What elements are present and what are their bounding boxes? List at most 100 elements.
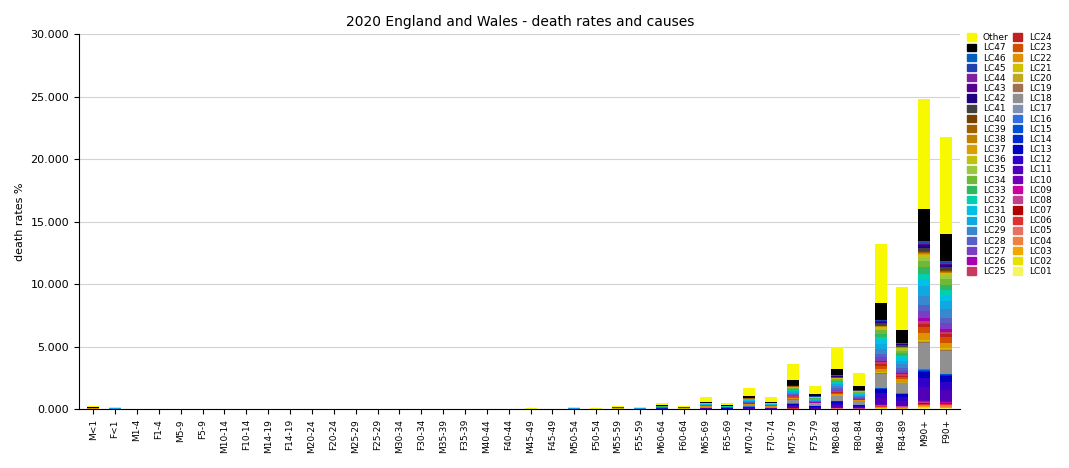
Bar [874,409,886,410]
Bar [918,403,930,404]
Bar [918,318,930,321]
Bar [897,373,909,374]
Bar [874,369,886,372]
Bar [897,330,909,343]
Bar [918,405,930,406]
Bar [874,364,886,366]
Bar [787,405,799,406]
Bar [874,329,886,330]
Bar [918,241,930,242]
Bar [918,327,930,333]
Bar [787,406,799,408]
Bar [940,329,952,331]
Bar [918,387,930,400]
Bar [787,394,799,395]
Bar [831,389,842,391]
Bar [940,262,952,263]
Bar [874,303,886,320]
Title: 2020 England and Wales - death rates and causes: 2020 England and Wales - death rates and… [345,15,694,29]
Bar [874,366,886,369]
Bar [722,408,733,409]
Bar [897,358,909,361]
Bar [918,311,930,318]
Bar [722,403,733,405]
Bar [897,356,909,358]
Bar [853,395,865,396]
Bar [699,397,712,402]
Bar [918,401,930,402]
Bar [940,234,952,261]
Bar [853,394,865,395]
Bar [897,397,909,401]
Y-axis label: death rates %: death rates % [15,183,25,261]
Bar [874,407,886,408]
Bar [874,393,886,397]
Bar [831,396,842,401]
Bar [765,407,777,408]
Bar [918,343,930,368]
Bar [918,99,930,210]
Legend: Other, LC47, LC46, LC45, LC44, LC43, LC42, LC41, LC40, LC39, LC38, LC37, LC36, L: Other, LC47, LC46, LC45, LC44, LC43, LC4… [965,31,1054,278]
Bar [918,242,930,243]
Bar [569,407,580,408]
Bar [787,397,799,398]
Bar [940,350,952,351]
Bar [809,398,821,399]
Bar [918,244,930,245]
Bar [787,390,799,391]
Bar [874,397,886,404]
Bar [853,386,865,389]
Bar [918,400,930,401]
Bar [897,368,909,371]
Bar [940,263,952,264]
Bar [831,378,842,379]
Bar [874,405,886,406]
Bar [831,393,842,394]
Bar [940,318,952,323]
Bar [918,324,930,327]
Bar [874,326,886,327]
Bar [897,383,909,393]
Bar [940,296,952,301]
Bar [699,407,712,408]
Bar [918,258,930,261]
Bar [787,398,799,399]
Bar [918,378,930,387]
Bar [831,383,842,385]
Bar [809,408,821,409]
Bar [699,402,712,403]
Bar [940,272,952,273]
Bar [809,406,821,407]
Bar [874,360,886,362]
Bar [874,322,886,323]
Bar [918,267,930,274]
Bar [831,380,842,382]
Bar [831,405,842,407]
Bar [655,405,668,406]
Bar [940,337,952,343]
Bar [897,351,909,353]
Bar [940,348,952,349]
Bar [918,286,930,296]
Bar [918,342,930,343]
Bar [765,397,777,402]
Bar [918,296,930,305]
Bar [897,345,909,347]
Bar [874,334,886,337]
Bar [787,393,799,394]
Bar [874,325,886,326]
Bar [918,404,930,405]
Bar [940,349,952,350]
Bar [831,369,842,375]
Bar [743,407,756,408]
Bar [874,321,886,322]
Bar [918,333,930,340]
Bar [831,385,842,387]
Bar [874,357,886,360]
Bar [809,404,821,406]
Bar [853,396,865,397]
Bar [918,340,930,341]
Bar [918,261,930,267]
Bar [831,379,842,380]
Bar [743,395,756,398]
